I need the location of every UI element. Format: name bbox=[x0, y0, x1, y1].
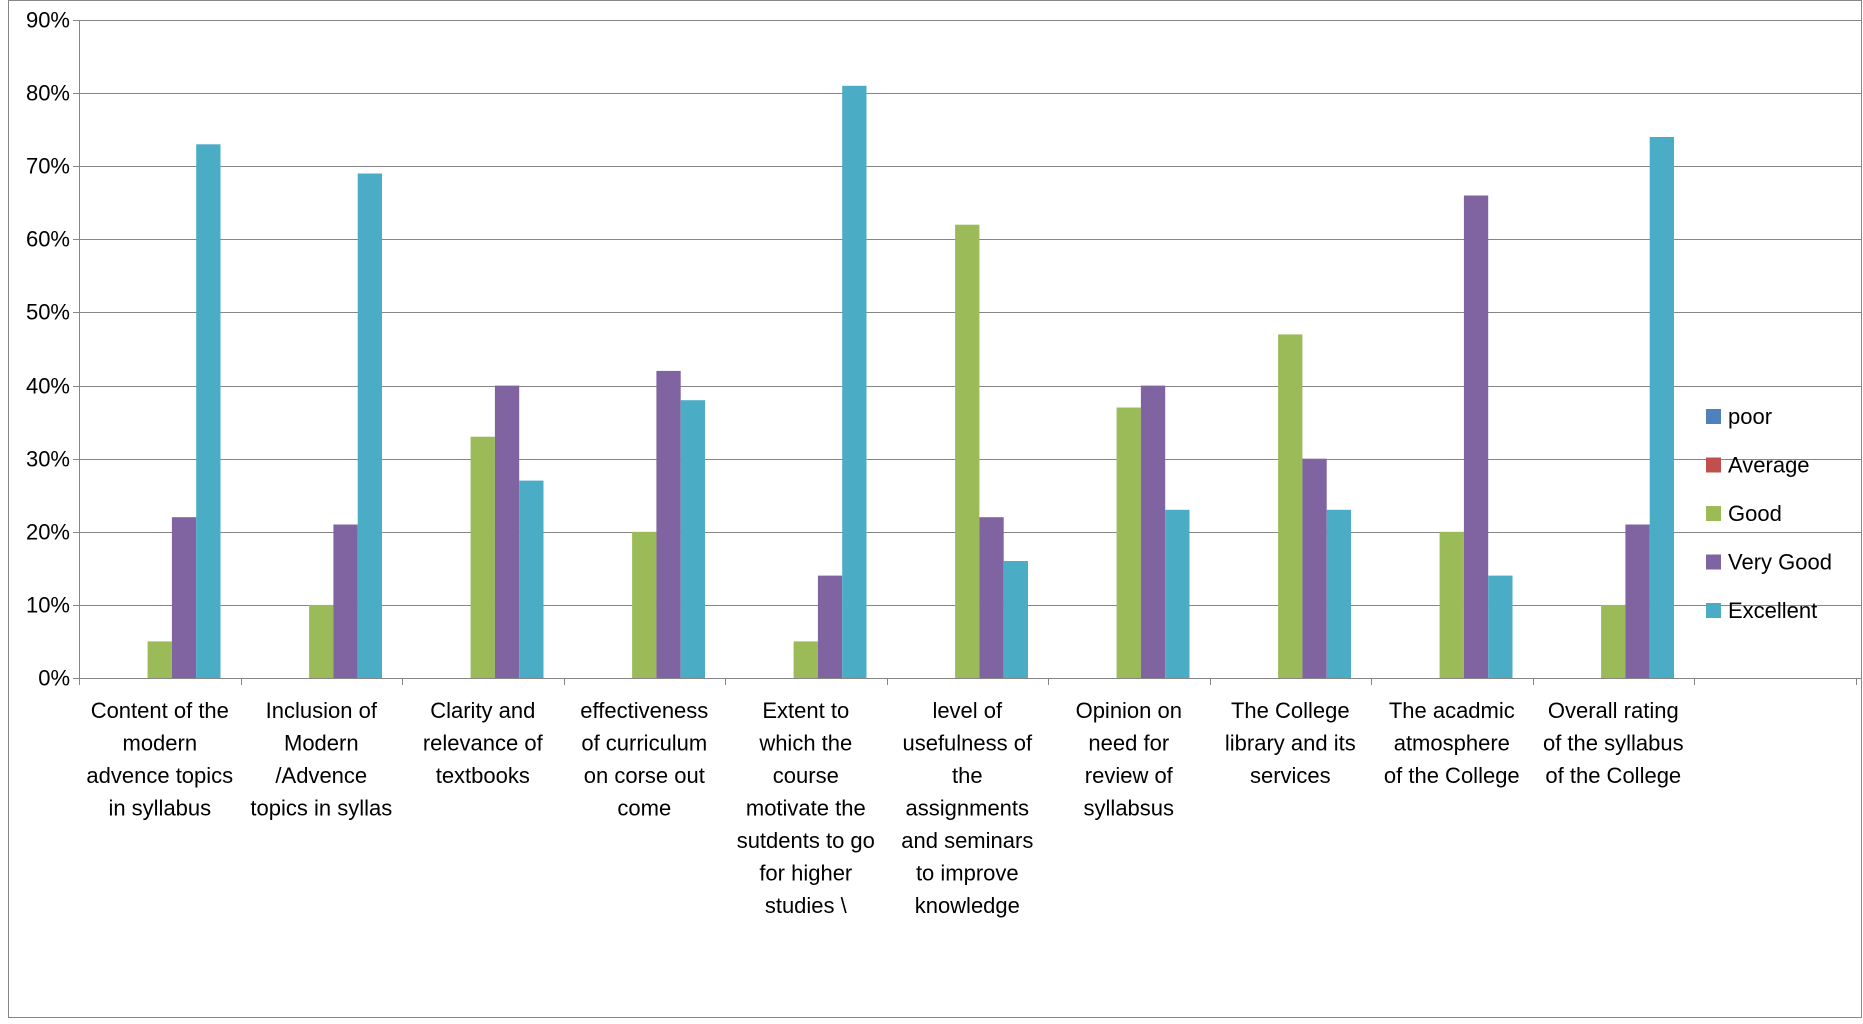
bar-good bbox=[1439, 531, 1464, 678]
bar-excellent bbox=[842, 85, 867, 679]
bar-good bbox=[309, 604, 334, 678]
legend: poor Average Good Very Good Excellent bbox=[1706, 404, 1832, 623]
bar-excellent bbox=[519, 480, 544, 678]
legend-swatch-poor bbox=[1706, 409, 1721, 424]
category-label: Extent to which the course motivate the sutd… bbox=[737, 698, 875, 918]
bar-very-good bbox=[1625, 524, 1650, 678]
bars bbox=[147, 85, 1674, 679]
bar-very-good bbox=[1302, 458, 1327, 678]
category-label: level of usefulness of the assignments and s… bbox=[901, 698, 1033, 918]
y-tick-label: 50% bbox=[26, 300, 70, 325]
bar-very-good bbox=[171, 517, 197, 678]
bar-good bbox=[470, 436, 495, 678]
bar-very-good bbox=[979, 517, 1004, 678]
legend-swatch-good bbox=[1706, 506, 1721, 521]
category-label: The College library and its services bbox=[1225, 698, 1356, 788]
y-tick-label: 20% bbox=[26, 520, 70, 545]
legend-label: Very Good bbox=[1728, 550, 1832, 575]
legend-swatch-excellent bbox=[1706, 603, 1721, 618]
y-tick-label: 30% bbox=[26, 447, 70, 472]
bar-excellent bbox=[1165, 509, 1190, 678]
bar-excellent bbox=[680, 400, 705, 678]
legend-label: poor bbox=[1728, 404, 1772, 429]
bar-good bbox=[147, 641, 172, 678]
bar-very-good bbox=[333, 524, 358, 678]
y-tick-label: 60% bbox=[26, 227, 70, 252]
bar-excellent bbox=[196, 144, 221, 679]
bar-good bbox=[955, 224, 980, 678]
bar-very-good bbox=[656, 370, 681, 678]
legend-swatch-very-good bbox=[1706, 554, 1721, 570]
legend-swatch-average bbox=[1706, 457, 1721, 473]
y-tick-label: 40% bbox=[26, 374, 70, 399]
category-label: Content of the modern advence topics in syl… bbox=[86, 698, 233, 821]
x-axis-category-labels: Content of the modern advence topics in syl… bbox=[86, 698, 1683, 918]
category-label: Overall rating of the syllabus of the Coll… bbox=[1543, 698, 1684, 788]
bar-excellent bbox=[1488, 575, 1513, 678]
axes bbox=[79, 20, 1861, 685]
bar-very-good bbox=[494, 385, 520, 678]
y-axis-tick-labels: 0% 10% 20% 30% 40% 50% 60% 70% 80% 90% bbox=[26, 8, 70, 691]
bar-very-good bbox=[817, 575, 843, 678]
category-label: Clarity and relevance of textbooks bbox=[423, 698, 544, 788]
bar-good bbox=[793, 641, 818, 678]
legend-label: Excellent bbox=[1728, 598, 1817, 623]
chart-border bbox=[8, 0, 1862, 1018]
y-tick-label: 70% bbox=[26, 154, 70, 179]
legend-label: Average bbox=[1728, 453, 1810, 478]
category-label: The acadmic atmosphere of the College bbox=[1384, 698, 1520, 788]
category-label: Inclusion of Modern/Advence topics in syll… bbox=[250, 698, 392, 821]
category-label: Opinion on need for review of syllabsus bbox=[1076, 698, 1182, 821]
legend-label: Good bbox=[1728, 501, 1782, 526]
y-tick-label: 80% bbox=[26, 81, 70, 106]
bar-very-good bbox=[1463, 195, 1489, 678]
y-tick-label: 10% bbox=[26, 593, 70, 618]
bar-good bbox=[1601, 604, 1626, 678]
bar-excellent bbox=[357, 173, 382, 678]
y-tick-label: 90% bbox=[26, 8, 70, 33]
category-label: effectiveness of curriculum on corse out co… bbox=[580, 698, 708, 821]
y-tick-label: 0% bbox=[38, 666, 70, 691]
bar-good bbox=[1278, 334, 1303, 678]
bar-very-good bbox=[1140, 385, 1166, 678]
bar-excellent bbox=[1003, 561, 1028, 678]
bar-good bbox=[1116, 407, 1141, 678]
bar-excellent bbox=[1649, 137, 1674, 678]
bar-good bbox=[632, 531, 657, 678]
bar-excellent bbox=[1326, 509, 1351, 678]
